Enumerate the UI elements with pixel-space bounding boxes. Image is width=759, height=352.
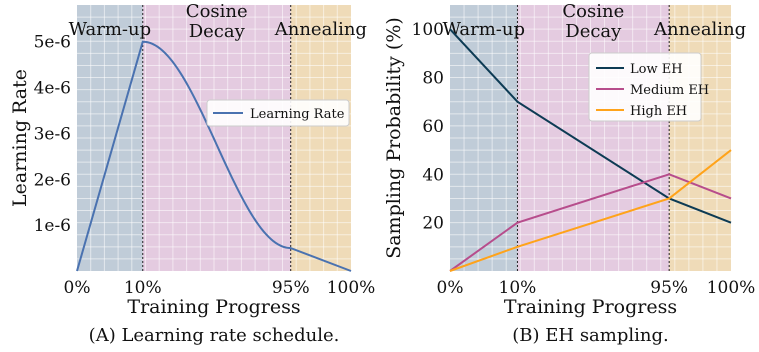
x-tick-labels: 0% 10% 95% 100%: [64, 278, 376, 298]
x-tick-label: 10%: [499, 278, 537, 298]
series-line-low-eh: [449, 28, 732, 224]
y-tick-label: 20: [422, 214, 444, 234]
phase-label-warmup: Warm-up: [69, 19, 152, 40]
x-tick-label: 95%: [272, 278, 310, 298]
y-tick-label: 2e-6: [34, 170, 71, 190]
phase-label-cosine-decay: Cosine Decay: [186, 1, 248, 42]
series-line-high-eh: [449, 149, 732, 272]
x-tick-labels: 0% 10% 95% 100%: [437, 278, 756, 298]
caption: (B) EH sampling.: [512, 325, 668, 346]
series-line-learning-rate: [76, 40, 352, 272]
y-tick-label: 40: [422, 165, 444, 185]
x-tick-label: 100%: [707, 278, 756, 298]
x-tick-label: 10%: [124, 278, 162, 298]
phase-label-warmup: Warm-up: [442, 19, 525, 40]
legend: Low EH Medium EH High EH: [588, 52, 709, 122]
phase-label-annealing: Annealing: [274, 19, 367, 40]
phase-label-line: Annealing: [653, 19, 746, 40]
legend-box: [588, 52, 702, 122]
x-tick-label: 0%: [437, 278, 464, 298]
y-tick-label: 1e-6: [34, 216, 71, 236]
legend-entry-medium-eh: Medium EH: [630, 83, 709, 98]
y-tick-label: 100: [412, 20, 444, 40]
x-axis-label: Training Progress: [504, 296, 677, 318]
phase-label-line: Warm-up: [69, 19, 152, 40]
x-tick-label: 95%: [650, 278, 688, 298]
phase-label-line: Decay: [189, 21, 246, 42]
y-tick-label: 3e-6: [34, 124, 71, 144]
legend-entry-low-eh: Low EH: [630, 62, 683, 77]
y-tick-label: 4e-6: [34, 79, 71, 99]
legend-entry-high-eh: High EH: [630, 104, 687, 119]
panel-b: Warm-up Cosine Decay Annealing 20 40 60 80 10…: [383, 1, 755, 346]
y-tick-label: 5e-6: [34, 33, 71, 53]
phase-label-line: Warm-up: [442, 19, 525, 40]
phase-label-line: Cosine: [562, 1, 624, 22]
phase-label-line: Decay: [565, 21, 622, 42]
legend-entry-learning-rate: Learning Rate: [250, 107, 345, 122]
x-tick-label: 0%: [64, 278, 91, 298]
legend: Learning Rate: [206, 99, 350, 127]
y-tick-label: 80: [422, 69, 444, 89]
grid: [450, 5, 731, 271]
caption: (A) Learning rate schedule.: [89, 325, 340, 346]
phase-label-line: Annealing: [274, 19, 367, 40]
legend-box: [206, 99, 350, 127]
y-tick-label: 60: [422, 117, 444, 137]
phase-label-cosine-decay: Cosine Decay: [562, 1, 624, 42]
x-axis-label: Training Progress: [127, 296, 300, 318]
y-tick-labels: 20 40 60 80 100: [412, 20, 444, 233]
y-axis-label: Learning Rate: [9, 69, 31, 207]
phase-label-line: Cosine: [186, 1, 248, 22]
x-tick-label: 100%: [327, 278, 376, 298]
series-line-medium-eh: [449, 173, 732, 272]
y-tick-labels: 1e-6 2e-6 3e-6 4e-6 5e-6: [34, 33, 71, 236]
y-axis-label: Sampling Probability (%): [383, 17, 405, 259]
phase-label-annealing: Annealing: [653, 19, 746, 40]
panel-a: Warm-up Cosine Decay Annealing 1e-6 2e-6 3e…: [9, 1, 375, 346]
